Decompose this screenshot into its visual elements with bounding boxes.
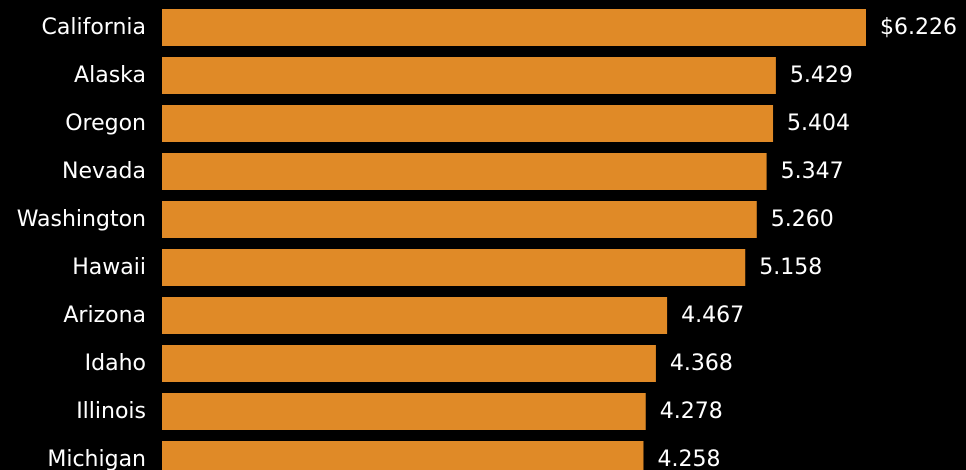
category-label: Arizona (63, 303, 146, 328)
category-label: Washington (17, 207, 146, 232)
value-label: 5.429 (790, 63, 853, 88)
value-label: $6.226 (880, 15, 957, 40)
value-label: 4.467 (681, 303, 744, 328)
value-label: 4.368 (670, 351, 733, 376)
value-label: 5.260 (771, 207, 834, 232)
value-label: 5.158 (759, 255, 822, 280)
category-label: Oregon (65, 111, 146, 136)
bar-michigan (162, 441, 644, 470)
bar-alaska (162, 57, 776, 94)
value-labels: $6.226 5.429 5.404 5.347 5.260 5.158 4.467 4.36… (657, 15, 957, 470)
bar-washington (162, 201, 757, 238)
bar-arizona (162, 297, 668, 334)
bar-nevada (162, 153, 767, 190)
category-label: Hawaii (72, 255, 146, 280)
value-label: 5.404 (787, 111, 850, 136)
bar-idaho (162, 345, 656, 382)
category-labels: California Alaska Oregon Nevada Washington Ha… (17, 15, 146, 470)
bar-illinois (162, 393, 646, 430)
value-label: 5.347 (781, 159, 844, 184)
category-label: Idaho (85, 351, 146, 376)
category-label: California (42, 15, 146, 40)
category-label: Alaska (74, 63, 146, 88)
bar-california (162, 9, 866, 46)
bar-hawaii (162, 249, 746, 286)
value-label: 4.258 (657, 447, 720, 470)
value-label: 4.278 (660, 399, 723, 424)
bar-oregon (162, 105, 774, 142)
category-label: Nevada (62, 159, 146, 184)
category-label: Michigan (47, 447, 146, 470)
bars (162, 9, 866, 470)
category-label: Illinois (76, 399, 146, 424)
